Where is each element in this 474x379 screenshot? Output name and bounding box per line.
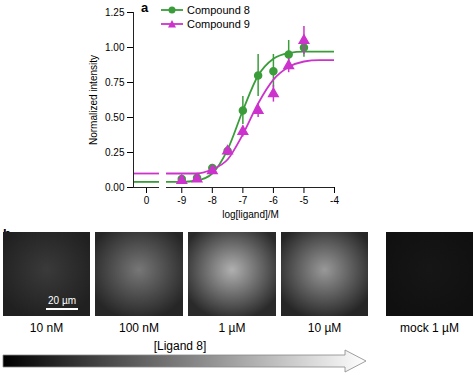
svg-text:-8: -8 bbox=[208, 195, 217, 206]
svg-text:[Ligand 8]: [Ligand 8] bbox=[154, 339, 207, 353]
svg-text:-4: -4 bbox=[330, 195, 339, 206]
svg-text:1 µM: 1 µM bbox=[219, 321, 246, 335]
svg-text:10 nM: 10 nM bbox=[30, 321, 63, 335]
svg-text:0: 0 bbox=[144, 195, 150, 206]
svg-text:0.75: 0.75 bbox=[105, 77, 125, 88]
svg-text:-9: -9 bbox=[177, 195, 186, 206]
html-text:Compound 8: Compound 8 bbox=[187, 4, 250, 16]
svg-text:20 µm: 20 µm bbox=[48, 295, 76, 306]
svg-text:-6: -6 bbox=[269, 195, 278, 206]
svg-text:100 nM: 100 nM bbox=[119, 321, 159, 335]
svg-text:1.25: 1.25 bbox=[105, 7, 125, 18]
svg-text:mock 1 µM: mock 1 µM bbox=[400, 321, 459, 335]
svg-text:-5: -5 bbox=[300, 195, 309, 206]
svg-text:1.00: 1.00 bbox=[105, 42, 125, 53]
svg-text:log[ligand]/M: log[ligand]/M bbox=[222, 209, 279, 220]
svg-text:0.50: 0.50 bbox=[105, 112, 125, 123]
svg-text:-7: -7 bbox=[238, 195, 247, 206]
html-text:Compound 9: Compound 9 bbox=[187, 18, 250, 30]
svg-text:0.25: 0.25 bbox=[105, 147, 125, 158]
html-text:a: a bbox=[141, 0, 149, 15]
svg-text:Normalized intensity: Normalized intensity bbox=[88, 55, 99, 145]
svg-text:0.00: 0.00 bbox=[105, 182, 125, 193]
svg-text:10 µM: 10 µM bbox=[308, 321, 342, 335]
